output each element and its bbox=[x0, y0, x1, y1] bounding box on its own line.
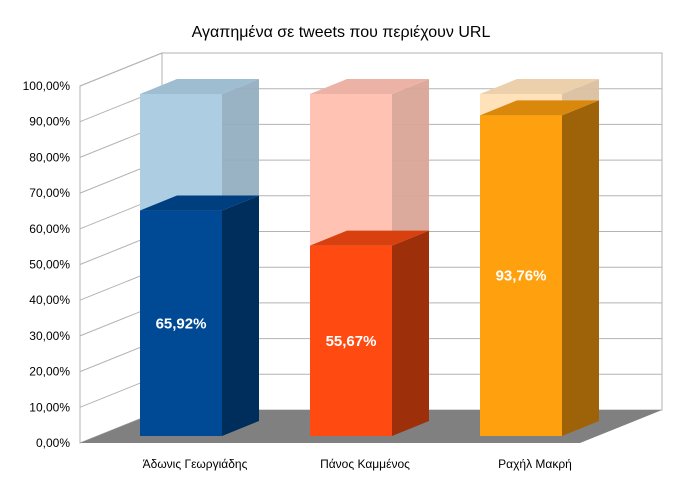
bar-ghost-top bbox=[480, 79, 599, 94]
bar-1: 65,92% bbox=[140, 79, 259, 436]
category-label: Ραχήλ Μακρή bbox=[498, 457, 572, 471]
bar-ghost-top bbox=[310, 79, 429, 94]
y-tick-label: 90,00% bbox=[29, 115, 70, 129]
gridline bbox=[79, 52, 662, 87]
data-label: 93,76% bbox=[496, 268, 547, 285]
bar-front bbox=[480, 115, 562, 437]
bar-top bbox=[140, 195, 259, 211]
y-tick-label: 100,00% bbox=[23, 79, 71, 93]
bar-front bbox=[140, 210, 222, 436]
y-tick-label: 70,00% bbox=[29, 186, 70, 200]
bar-ghost-side bbox=[392, 79, 429, 246]
y-tick-label: 60,00% bbox=[29, 222, 70, 236]
bars: 65,92% 55,67% 93,76% bbox=[140, 79, 599, 437]
bar-3: 93,76% bbox=[480, 79, 599, 437]
bar-side bbox=[392, 230, 429, 436]
category-label: Πάνος Καμμένος bbox=[320, 457, 410, 471]
data-label: 55,67% bbox=[326, 333, 377, 350]
category-label: Άδωνις Γεωργιάδης bbox=[143, 457, 248, 471]
bar-side bbox=[222, 195, 259, 436]
bar-2: 55,67% bbox=[310, 79, 429, 436]
data-label: 65,92% bbox=[156, 315, 207, 332]
y-tick-label: 0,00% bbox=[36, 436, 70, 450]
x-axis-category-labels: Άδωνις Γεωργιάδης Πάνος Καμμένος Ραχήλ Μακ… bbox=[143, 457, 572, 471]
bar-ghost-front bbox=[310, 94, 392, 246]
bar-ghost-top bbox=[140, 79, 259, 94]
bar-top bbox=[310, 230, 429, 246]
y-tick-label: 40,00% bbox=[29, 293, 70, 307]
y-axis-tick-labels: 0,00% 10,00% 20,00% 30,00% 40,00% 50,00% 60,00… bbox=[23, 79, 71, 450]
y-tick-label: 10,00% bbox=[29, 400, 70, 414]
chart-title: Αγαπημένα σε tweets που περιέχουν URL bbox=[192, 24, 491, 41]
y-tick-label: 50,00% bbox=[29, 258, 70, 272]
bar-ghost-side bbox=[222, 79, 259, 211]
bar-front bbox=[310, 245, 392, 436]
y-tick-label: 30,00% bbox=[29, 329, 70, 343]
bar-side bbox=[562, 100, 599, 437]
y-tick-label: 20,00% bbox=[29, 365, 70, 379]
y-tick-label: 80,00% bbox=[29, 150, 70, 164]
bar-top bbox=[480, 100, 599, 116]
bar-ghost-front bbox=[140, 94, 222, 211]
